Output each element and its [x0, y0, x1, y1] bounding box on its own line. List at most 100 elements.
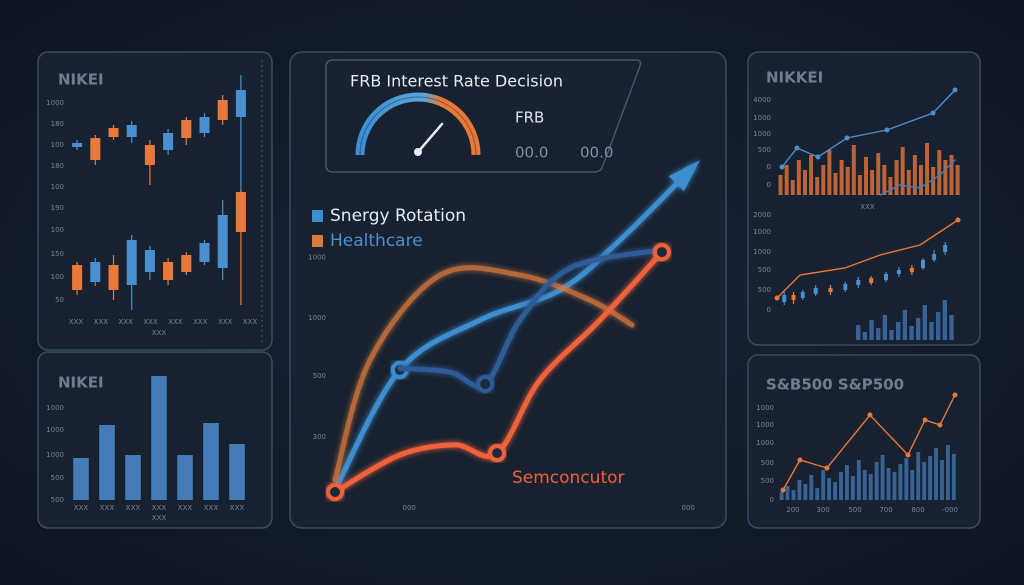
- bar: [949, 315, 954, 340]
- y-tick-label: 100: [51, 226, 64, 234]
- gauge-readout: 00.0: [580, 144, 613, 162]
- bar: [827, 150, 832, 195]
- panel: [747, 51, 981, 346]
- bar: [931, 167, 936, 195]
- bar: [784, 165, 789, 195]
- line: [776, 219, 959, 299]
- bar: [876, 153, 881, 195]
- y-tick-label: 1000: [753, 228, 771, 236]
- y-tick-label: 190: [51, 204, 64, 212]
- gauge-card: [325, 59, 642, 173]
- candle-body: [896, 270, 901, 274]
- bar: [862, 332, 868, 340]
- bar: [922, 305, 928, 340]
- candle-body: [144, 250, 155, 272]
- y-tick-label: 0: [770, 496, 774, 504]
- point: [779, 164, 785, 170]
- y-tick-label: 0: [767, 181, 771, 189]
- x-tick-label: XXX: [204, 504, 219, 512]
- x-tick-label: XXX: [69, 318, 84, 326]
- legend-label: Healthcare: [330, 231, 423, 251]
- bar: [73, 458, 89, 500]
- point: [794, 145, 800, 151]
- bar: [925, 143, 930, 195]
- x-tick-label: 000: [403, 504, 416, 512]
- point: [844, 135, 850, 141]
- x-axis-label: XXX: [152, 329, 167, 337]
- candle-body: [884, 274, 888, 280]
- bar: [821, 165, 826, 195]
- line: [332, 265, 635, 483]
- bar: [880, 455, 885, 500]
- bar: [892, 472, 897, 500]
- y-tick-label: 500: [758, 266, 771, 274]
- bar: [940, 460, 944, 500]
- bar: [949, 155, 954, 195]
- y-tick-label: 4000: [753, 96, 771, 104]
- candle-body: [217, 215, 228, 268]
- x-axis-label: XXX: [860, 203, 875, 211]
- x-tick-label: XXX: [178, 504, 193, 512]
- bar: [928, 456, 933, 500]
- bar: [851, 145, 856, 195]
- bar: [857, 175, 862, 195]
- candle-body: [181, 120, 192, 138]
- bar: [916, 318, 921, 340]
- y-tick-label: 2000: [753, 211, 771, 219]
- point: [937, 422, 943, 428]
- gauge-readout: 00.0: [515, 144, 548, 162]
- bar: [955, 165, 960, 195]
- x-tick-label: XXX: [94, 318, 109, 326]
- chart-title: S&B500 S&P500: [766, 376, 904, 394]
- x-axis-label: XXX: [152, 514, 167, 522]
- x-tick-label: XXX: [74, 504, 89, 512]
- chart-title: NIKEI: [58, 374, 104, 392]
- candle-body: [90, 138, 101, 160]
- bar: [862, 470, 867, 500]
- bar: [934, 448, 938, 500]
- candle-body: [921, 260, 925, 268]
- y-tick-label: 1000: [756, 439, 774, 447]
- bar: [943, 160, 948, 195]
- bar: [936, 312, 941, 340]
- candle-body: [108, 128, 119, 137]
- line: [332, 167, 693, 493]
- x-tick-label: 200: [786, 506, 799, 514]
- candle-body: [163, 262, 174, 280]
- bar: [922, 462, 927, 500]
- candle-body: [126, 240, 137, 285]
- y-tick-label: 1000: [753, 248, 771, 256]
- bar: [809, 155, 814, 195]
- bar: [864, 157, 869, 195]
- bar: [839, 160, 844, 195]
- y-tick-label: 0: [767, 163, 771, 171]
- bar: [229, 444, 245, 500]
- candle-body: [163, 133, 174, 150]
- bar: [888, 177, 893, 195]
- candle-body: [144, 145, 155, 165]
- candle-body: [126, 125, 137, 137]
- gauge-arc: [355, 92, 481, 156]
- y-tick-label: 1000: [753, 130, 771, 138]
- candle-body: [856, 280, 861, 285]
- x-tick-label: XXX: [168, 318, 183, 326]
- y-tick-label: 1000: [46, 426, 64, 434]
- bar: [910, 470, 915, 500]
- line: [397, 247, 663, 389]
- x-tick-label: XXX: [152, 504, 167, 512]
- y-tick-label: 1000: [308, 314, 326, 322]
- candle-body: [217, 100, 228, 120]
- point: [952, 87, 958, 93]
- bar: [850, 476, 855, 500]
- bar: [869, 320, 874, 340]
- bar: [797, 480, 802, 500]
- bar: [942, 300, 947, 340]
- bar: [894, 160, 899, 195]
- gauge-needle: [416, 122, 444, 154]
- point: [884, 127, 890, 133]
- bar: [906, 170, 911, 195]
- y-tick-label: 500: [313, 372, 326, 380]
- bar: [945, 445, 950, 500]
- y-tick-label: 1000: [46, 451, 64, 459]
- y-tick-label: 150: [51, 250, 64, 258]
